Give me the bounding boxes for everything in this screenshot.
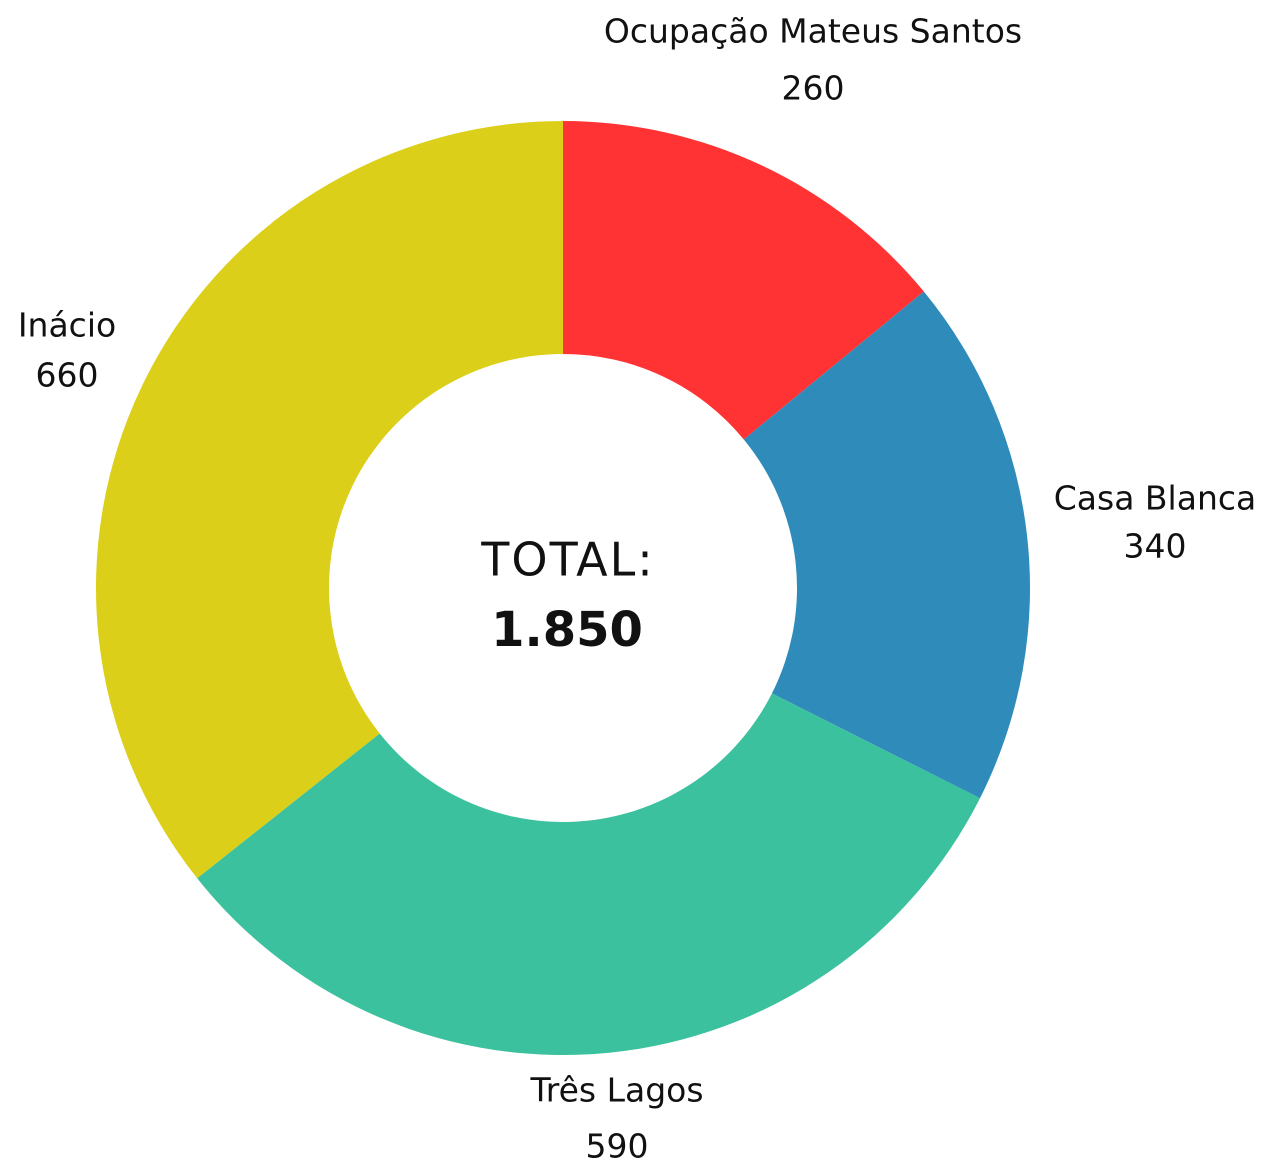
slice-value: 590 xyxy=(586,1127,649,1165)
slice-label: Ocupação Mateus Santos xyxy=(604,12,1022,51)
donut-slice xyxy=(743,291,1030,799)
slice-value: 340 xyxy=(1124,527,1187,566)
donut-slice xyxy=(563,121,924,440)
center-title: TOTAL: xyxy=(480,533,654,587)
slice-label: Inácio xyxy=(18,306,116,345)
donut-slice xyxy=(197,693,980,1055)
slice-label: Casa Blanca xyxy=(1054,479,1256,518)
slice-value: 660 xyxy=(36,356,99,395)
donut-slice xyxy=(96,121,563,879)
slice-label: Três Lagos xyxy=(529,1071,703,1110)
center-total: 1.850 xyxy=(491,602,643,658)
slice-value: 260 xyxy=(782,69,845,108)
